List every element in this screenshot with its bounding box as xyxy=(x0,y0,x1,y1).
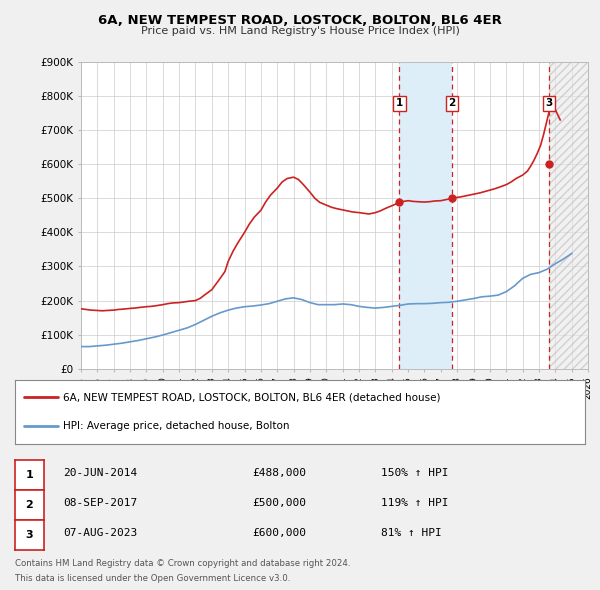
Bar xyxy=(549,62,588,369)
Bar xyxy=(400,62,452,369)
Text: 3: 3 xyxy=(26,530,33,540)
Text: 2: 2 xyxy=(448,99,455,109)
Text: 08-SEP-2017: 08-SEP-2017 xyxy=(63,499,137,508)
Text: This data is licensed under the Open Government Licence v3.0.: This data is licensed under the Open Gov… xyxy=(15,574,290,583)
Text: £500,000: £500,000 xyxy=(252,499,306,508)
Text: 07-AUG-2023: 07-AUG-2023 xyxy=(63,529,137,538)
Text: 1: 1 xyxy=(396,99,403,109)
Text: 3: 3 xyxy=(545,99,553,109)
Text: 1: 1 xyxy=(26,470,33,480)
Text: HPI: Average price, detached house, Bolton: HPI: Average price, detached house, Bolt… xyxy=(64,421,290,431)
Text: 6A, NEW TEMPEST ROAD, LOSTOCK, BOLTON, BL6 4ER: 6A, NEW TEMPEST ROAD, LOSTOCK, BOLTON, B… xyxy=(98,14,502,27)
Text: 81% ↑ HPI: 81% ↑ HPI xyxy=(381,529,442,538)
Text: 20-JUN-2014: 20-JUN-2014 xyxy=(63,468,137,478)
Text: 6A, NEW TEMPEST ROAD, LOSTOCK, BOLTON, BL6 4ER (detached house): 6A, NEW TEMPEST ROAD, LOSTOCK, BOLTON, B… xyxy=(64,392,441,402)
Text: 2: 2 xyxy=(26,500,33,510)
Text: 119% ↑ HPI: 119% ↑ HPI xyxy=(381,499,449,508)
Text: Price paid vs. HM Land Registry's House Price Index (HPI): Price paid vs. HM Land Registry's House … xyxy=(140,26,460,35)
Text: Contains HM Land Registry data © Crown copyright and database right 2024.: Contains HM Land Registry data © Crown c… xyxy=(15,559,350,568)
Text: £488,000: £488,000 xyxy=(252,468,306,478)
Text: £600,000: £600,000 xyxy=(252,529,306,538)
Text: 150% ↑ HPI: 150% ↑ HPI xyxy=(381,468,449,478)
